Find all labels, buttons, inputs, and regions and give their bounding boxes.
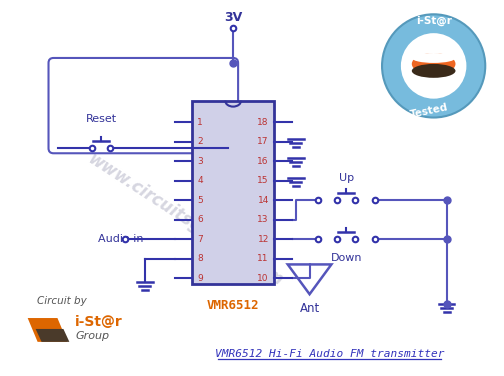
Ellipse shape	[412, 64, 456, 78]
Ellipse shape	[412, 53, 456, 75]
Text: 10: 10	[258, 274, 269, 283]
Text: 12: 12	[258, 235, 269, 244]
Text: 5: 5	[198, 196, 203, 205]
Text: Group: Group	[75, 331, 109, 341]
Text: 3: 3	[198, 157, 203, 166]
Text: 4: 4	[198, 176, 203, 185]
Circle shape	[382, 14, 485, 118]
Ellipse shape	[412, 53, 456, 63]
FancyBboxPatch shape	[193, 101, 274, 284]
Text: 7: 7	[198, 235, 203, 244]
Text: i-St@r: i-St@r	[416, 16, 452, 26]
Text: 1: 1	[198, 118, 203, 127]
Text: Up: Up	[339, 173, 354, 182]
Text: 9: 9	[198, 274, 203, 283]
Text: 14: 14	[258, 196, 269, 205]
Circle shape	[401, 33, 466, 99]
Text: 15: 15	[258, 176, 269, 185]
Text: 2: 2	[198, 138, 203, 147]
Text: 13: 13	[258, 215, 269, 224]
Text: Down: Down	[331, 253, 362, 263]
Text: 16: 16	[258, 157, 269, 166]
Text: VMR6512: VMR6512	[207, 299, 260, 312]
Text: i-St@r: i-St@r	[75, 315, 123, 329]
Text: 3V: 3V	[224, 11, 242, 24]
Polygon shape	[28, 318, 68, 342]
Text: Audio in: Audio in	[98, 234, 144, 244]
Text: Ant: Ant	[299, 302, 320, 315]
Polygon shape	[36, 329, 70, 342]
Text: 11: 11	[258, 254, 269, 263]
Text: www.circuitsgallery.com: www.circuitsgallery.com	[85, 150, 287, 290]
Text: 18: 18	[258, 118, 269, 127]
Text: 17: 17	[258, 138, 269, 147]
Text: 6: 6	[198, 215, 203, 224]
Text: Tested: Tested	[410, 102, 450, 120]
Text: VMR6512 Hi-Fi Audio FM transmitter: VMR6512 Hi-Fi Audio FM transmitter	[215, 349, 444, 359]
Text: Circuit by: Circuit by	[37, 296, 86, 306]
Text: Reset: Reset	[86, 114, 117, 124]
Text: 8: 8	[198, 254, 203, 263]
